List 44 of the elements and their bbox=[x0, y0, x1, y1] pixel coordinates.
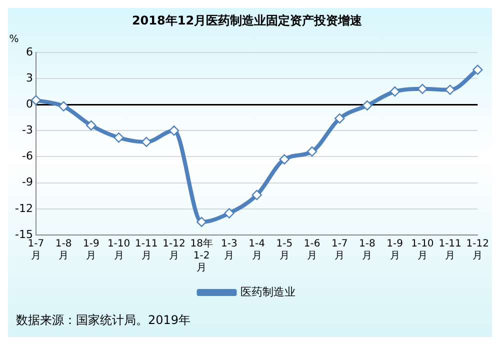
x-tick-label: 1-3月 bbox=[221, 238, 238, 262]
x-tick-label: 1-12月 bbox=[162, 238, 186, 262]
point bbox=[306, 146, 318, 157]
x-tick-label: 1-9月 bbox=[83, 238, 100, 262]
x-tick-label: 1-5月 bbox=[276, 238, 293, 262]
point bbox=[224, 208, 234, 218]
point bbox=[114, 132, 124, 143]
y-tick-label: 3 bbox=[26, 71, 33, 84]
point bbox=[444, 84, 456, 95]
point bbox=[279, 154, 290, 164]
x-tick-label: 1-8月 bbox=[55, 238, 72, 262]
x-tick-label: 1-7月 bbox=[331, 238, 348, 262]
x-tick-label: 18年1-2月 bbox=[190, 238, 213, 274]
y-tick-label: -3 bbox=[22, 124, 33, 137]
x-tick-label: 1-9月 bbox=[386, 238, 404, 262]
point bbox=[168, 126, 180, 136]
y-tick-label: -6 bbox=[22, 150, 33, 163]
x-tick-label: 1-4月 bbox=[248, 238, 265, 262]
x-tick-label: 1-11月 bbox=[135, 238, 158, 262]
y-tick-label: -12 bbox=[15, 202, 33, 215]
x-tick-label: 1-12月 bbox=[466, 238, 490, 262]
point bbox=[196, 216, 207, 228]
point bbox=[472, 64, 483, 75]
point bbox=[390, 86, 400, 97]
point bbox=[334, 113, 345, 124]
y-tick-label: -9 bbox=[22, 176, 33, 189]
y-tick-label: 0 bbox=[26, 97, 33, 110]
x-tick-label: 1-8月 bbox=[359, 238, 376, 262]
point bbox=[252, 190, 262, 200]
source-note: 数据来源：国家统计局。2019年 bbox=[15, 312, 192, 329]
point bbox=[141, 136, 152, 148]
y-tick-label: 6 bbox=[26, 45, 33, 58]
point bbox=[417, 84, 428, 94]
x-tick-label: 1-11月 bbox=[438, 238, 462, 262]
chart-title: 2018年12月医药制造业固定资产投资增速 bbox=[132, 13, 364, 28]
x-tick-label: 1-10月 bbox=[411, 238, 434, 262]
x-tick-label: 1-6月 bbox=[304, 238, 320, 262]
x-tick-label: 1-10月 bbox=[107, 238, 130, 262]
point bbox=[86, 120, 96, 131]
x-tick-label: 1-7月 bbox=[28, 238, 44, 262]
point bbox=[362, 100, 372, 111]
point bbox=[58, 101, 69, 112]
legend-label: 医药制造业 bbox=[240, 285, 296, 298]
y-axis-title: % bbox=[9, 34, 19, 45]
